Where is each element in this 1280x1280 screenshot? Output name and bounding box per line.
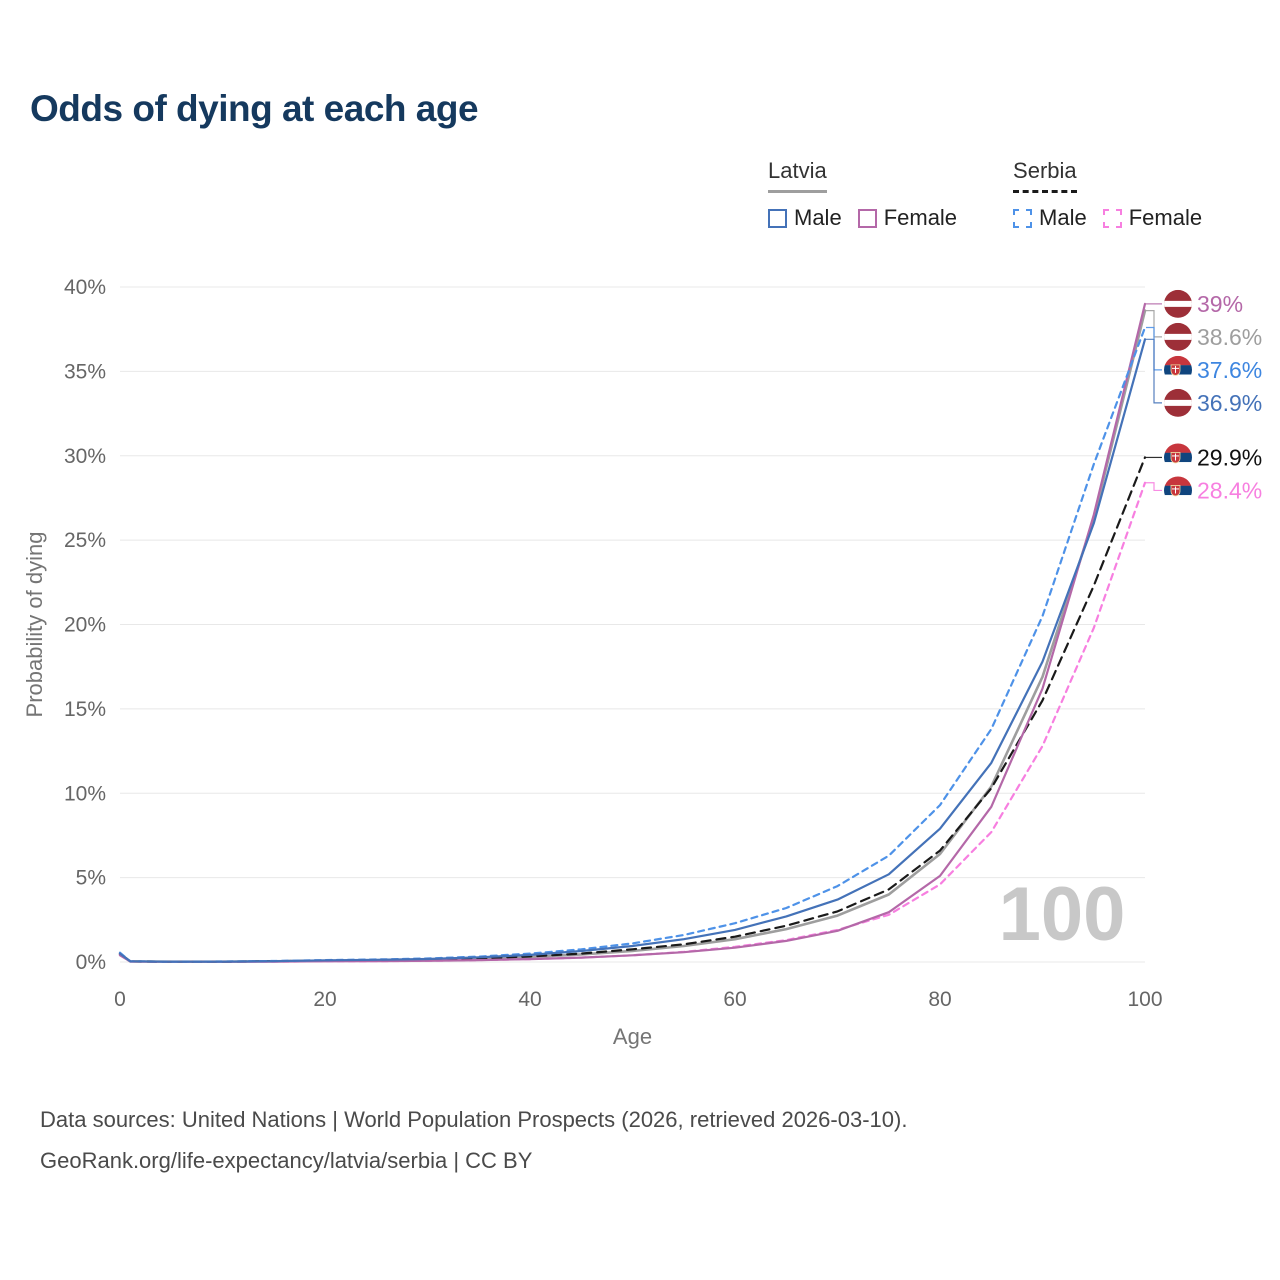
series-line-serbia-total[interactable] — [118, 456, 1147, 963]
y-tick-label: 30% — [64, 445, 106, 468]
end-value-label-serbia-total: 29.9% — [1197, 444, 1262, 470]
series-line-latvia-female-female[interactable] — [118, 302, 1147, 963]
age-watermark: 100 — [999, 872, 1126, 957]
serbia-flag-icon — [1164, 355, 1192, 384]
latvia-flag-icon — [1164, 388, 1192, 417]
data-sources-text: Data sources: United Nations | World Pop… — [40, 1107, 908, 1132]
legend-item-label: Female — [883, 205, 958, 230]
chart-title: Odds of dying at each age — [30, 88, 479, 129]
latvia-flag-icon — [1164, 322, 1192, 351]
x-tick-label: 40 — [518, 988, 541, 1011]
legend-items-serbia: Male Female — [1013, 205, 1202, 231]
latvia-flag-icon — [1164, 289, 1192, 318]
footer: Data sources: United Nations | World Pop… — [40, 1100, 907, 1181]
legend-swatch-icon — [857, 208, 877, 228]
end-value-label-latvia-female-female: 39% — [1197, 291, 1243, 317]
x-axis-title: Age — [613, 1024, 652, 1049]
y-tick-label: 15% — [64, 698, 106, 721]
end-label-connector — [1146, 310, 1162, 338]
legend-items-latvia: Male Female — [768, 205, 957, 231]
legend-swatch-icon — [768, 208, 787, 228]
legend-item-label: Male — [794, 205, 842, 230]
y-tick-label: 5% — [76, 867, 106, 890]
y-tick-label: 0% — [76, 951, 106, 974]
legend-item-latvia-male[interactable]: Male — [768, 205, 842, 231]
series-line-latvia-total[interactable] — [118, 309, 1147, 963]
legend-group-latvia: Latvia Male Female — [768, 158, 957, 231]
end-value-label-latvia-male-male: 36.9% — [1197, 390, 1262, 416]
y-tick-label: 10% — [64, 782, 106, 805]
legend-group-serbia: Serbia Male Female — [1013, 158, 1202, 231]
line-chart: 0% 5% 10% 15% 20% 25% 30% 35% 40% 0 20 40 60 80 100 Age… — [22, 276, 1262, 1049]
x-tick-label: 100 — [1127, 988, 1162, 1011]
end-label-connector — [1146, 482, 1162, 492]
end-value-label-latvia-total: 38.6% — [1197, 324, 1262, 350]
x-tick-label: 60 — [723, 988, 746, 1011]
legend-item-serbia-female[interactable]: Female — [1102, 205, 1203, 231]
series-line-serbia-female-female[interactable] — [118, 481, 1147, 963]
x-tick-label: 80 — [928, 988, 951, 1011]
y-axis-title: Probability of dying — [22, 532, 47, 718]
y-tick-label: 40% — [64, 276, 106, 299]
legend-item-label: Male — [1039, 205, 1087, 230]
x-tick-label: 20 — [313, 988, 336, 1011]
legend-country-label-serbia: Serbia — [1013, 158, 1077, 193]
legend-item-latvia-female[interactable]: Female — [857, 205, 958, 231]
legend-item-label: Female — [1128, 205, 1203, 230]
series-line-latvia-male-male[interactable] — [118, 338, 1147, 963]
serbia-flag-icon — [1164, 476, 1192, 505]
y-tick-label: 20% — [64, 614, 106, 637]
attribution-link[interactable]: GeoRank.org/life-expectancy/latvia/serbi… — [40, 1147, 533, 1173]
legend: Latvia Male Female Serbia Male Female — [768, 158, 1202, 231]
end-label-connector — [1146, 338, 1162, 404]
series-line-serbia-male-male[interactable] — [118, 326, 1147, 963]
end-value-label-serbia-female-female: 28.4% — [1197, 477, 1262, 503]
legend-swatch-icon — [1013, 208, 1033, 228]
x-tick-label: 0 — [114, 988, 126, 1011]
serbia-flag-icon — [1164, 443, 1192, 472]
legend-swatch-icon — [1102, 208, 1122, 228]
legend-country-label-latvia: Latvia — [768, 158, 827, 193]
y-tick-label: 35% — [64, 360, 106, 383]
legend-item-serbia-male[interactable]: Male — [1013, 205, 1087, 231]
y-tick-label: 25% — [64, 529, 106, 552]
end-value-label-serbia-male-male: 37.6% — [1197, 357, 1262, 383]
